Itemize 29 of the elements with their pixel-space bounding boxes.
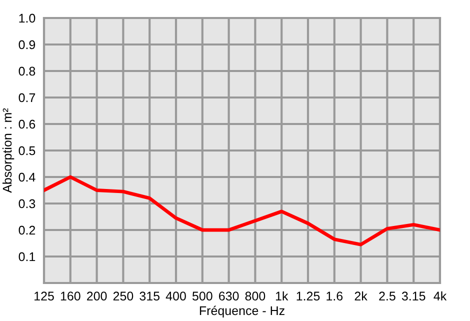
x-tick-label: 250 — [113, 292, 134, 301]
y-tick-label: 0.2 — [18, 226, 36, 235]
x-tick-label: 2k — [354, 291, 368, 300]
x-tick-label: 4k — [434, 291, 447, 300]
x-tick-label: 200 — [87, 292, 107, 301]
x-tick-label: 2.5 — [379, 292, 396, 301]
x-tick-label: 315 — [140, 292, 160, 301]
y-axis-title: Absorption : m² — [2, 108, 14, 193]
x-tick-label: 1k — [276, 291, 288, 300]
y-tick-label: 0.8 — [18, 66, 36, 76]
y-tick-label: 0.5 — [18, 146, 36, 156]
y-tick-label: 0.4 — [18, 172, 36, 182]
y-tick-label: 0.1 — [18, 252, 36, 262]
x-tick-label: 125 — [34, 292, 54, 301]
y-tick-label: 0.9 — [18, 40, 36, 50]
x-tick-label: 1.6 — [326, 292, 343, 301]
y-tick-label: 1.0 — [19, 14, 36, 23]
y-tick-label: 0.6 — [18, 120, 36, 129]
x-tick-label: 160 — [60, 292, 80, 301]
x-tick-label: 630 — [219, 292, 239, 301]
y-tick-label: 0.3 — [18, 199, 36, 208]
x-tick-label: 500 — [192, 292, 212, 301]
y-tick-label: 0.7 — [18, 93, 36, 102]
x-tick-label: 3.15 — [402, 292, 426, 301]
line-series — [44, 175, 440, 246]
x-tick-label: 1.25 — [296, 292, 320, 301]
x-axis-title: Fréquence - Hz — [200, 306, 284, 318]
x-tick-label: 400 — [166, 292, 186, 301]
x-tick-label: 800 — [245, 292, 266, 301]
